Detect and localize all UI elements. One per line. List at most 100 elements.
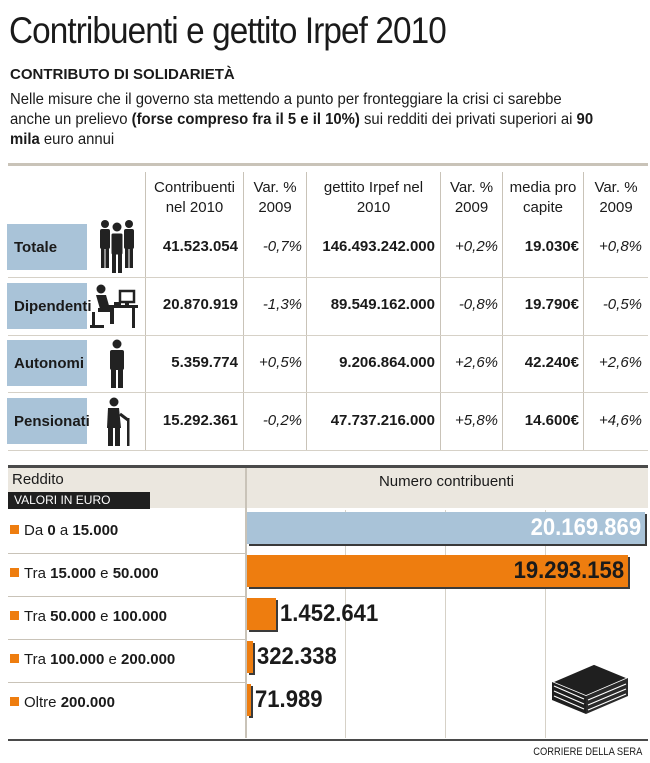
row-label-pensionati: Pensionati bbox=[7, 398, 90, 444]
category-separator bbox=[8, 682, 245, 683]
category-label-part: Oltre bbox=[24, 694, 61, 711]
bar-value-label: 19.293.158 bbox=[513, 557, 624, 584]
gridline bbox=[345, 510, 346, 738]
column-separator bbox=[306, 172, 307, 450]
legend-square bbox=[10, 525, 19, 534]
intro-bold1: (forse compreso fra il 5 e il 10%) bbox=[131, 111, 360, 128]
reddito-label: Reddito bbox=[12, 471, 64, 488]
cell-media: 19.030€ bbox=[524, 238, 579, 255]
credit: CORRIERE DELLA SERA bbox=[532, 746, 642, 758]
cell-gettito: 9.206.864.000 bbox=[339, 354, 435, 371]
group-people-icon bbox=[100, 220, 134, 273]
intro-bold2: 90 mila bbox=[10, 111, 594, 148]
cell-gettito: 47.737.216.000 bbox=[330, 412, 435, 429]
cell-contribuenti: 15.292.361 bbox=[162, 412, 238, 429]
cell-gettito: 89.549.162.000 bbox=[330, 296, 435, 313]
category-label-part: 200.000 bbox=[60, 694, 115, 711]
cell-gettito: 146.493.242.000 bbox=[322, 238, 435, 255]
cell-var1: -0,2% bbox=[262, 412, 302, 429]
legend-square bbox=[10, 568, 19, 577]
category-label-part: a bbox=[55, 522, 73, 539]
bottom-rule bbox=[8, 739, 648, 741]
header-var2: Var. % 2009 bbox=[449, 179, 494, 216]
header-gettito: gettito Irpef nel 2010 bbox=[323, 179, 424, 216]
valori-label: VALORI IN EURO bbox=[8, 492, 150, 509]
bar-value-label: 20.169.869 bbox=[530, 514, 641, 541]
category-label-part: 0 bbox=[47, 522, 56, 539]
cell-var3: +2,6% bbox=[599, 354, 642, 371]
header-contribuenti: Contribuenti nel 2010 bbox=[154, 179, 235, 216]
cell-contribuenti: 5.359.774 bbox=[171, 354, 238, 371]
category-separator bbox=[8, 553, 245, 554]
money-stack-icon bbox=[550, 663, 630, 715]
category-label: Tra 50.000 e 100.000 bbox=[10, 608, 167, 625]
cell-contribuenti: 41.523.054 bbox=[162, 238, 238, 255]
bar-section-rule bbox=[8, 465, 648, 468]
cell-var2: +5,8% bbox=[455, 412, 498, 429]
intro-part2: sui redditi dei privati superiori ai bbox=[359, 111, 577, 128]
cell-var3: +4,6% bbox=[599, 412, 642, 429]
intro-part3: euro annui bbox=[39, 131, 115, 148]
column-separator bbox=[440, 172, 441, 450]
category-label: Oltre 200.000 bbox=[10, 694, 115, 711]
cell-var3: -0,5% bbox=[602, 296, 642, 313]
category-label: Tra 100.000 e 200.000 bbox=[10, 651, 175, 668]
category-label-part: 50.000 bbox=[50, 608, 97, 625]
row-separator bbox=[8, 277, 648, 278]
legend-square bbox=[10, 611, 19, 620]
row-label-autonomi: Autonomi bbox=[7, 340, 87, 386]
intro-text: Nelle misure che il governo sta mettendo… bbox=[10, 90, 601, 150]
page-title: Contribuenti e gettito Irpef 2010 bbox=[9, 10, 447, 51]
numero-contribuenti-label: Numero contribuenti bbox=[378, 473, 515, 490]
category-label-part: Tra bbox=[24, 651, 51, 668]
category-label: Tra 15.000 e 50.000 bbox=[10, 565, 159, 582]
intro-part1: Nelle misure che il governo sta mettendo… bbox=[10, 91, 562, 128]
gridline bbox=[545, 510, 546, 738]
cell-var2: +2,6% bbox=[455, 354, 498, 371]
cell-media: 42.240€ bbox=[524, 354, 579, 371]
category-label-part: 15.000 bbox=[72, 522, 119, 539]
legend-square bbox=[10, 654, 19, 663]
category-separator bbox=[8, 596, 245, 597]
header-media: media pro capite bbox=[509, 179, 577, 216]
category-label-part: 100.000 bbox=[112, 608, 167, 625]
bar-value-label: 71.989 bbox=[255, 686, 323, 713]
category-label-part: Tra bbox=[24, 565, 51, 582]
column-separator bbox=[583, 172, 584, 450]
row-separator bbox=[8, 392, 648, 393]
numero-header-bg bbox=[245, 468, 648, 508]
standing-person-icon bbox=[110, 339, 124, 388]
cell-media: 19.790€ bbox=[524, 296, 579, 313]
cell-var3: +0,8% bbox=[599, 238, 642, 255]
top-rule bbox=[8, 163, 648, 166]
category-label-part: 50.000 bbox=[112, 565, 159, 582]
cell-var1: -0,7% bbox=[262, 238, 302, 255]
bar bbox=[247, 555, 628, 587]
category-label-part: Da bbox=[24, 522, 48, 539]
column-separator bbox=[145, 172, 146, 450]
bar bbox=[247, 684, 251, 716]
row-label-totale: Totale bbox=[7, 224, 87, 270]
subtitle: CONTRIBUTO DI SOLIDARIETÀ bbox=[10, 66, 235, 83]
category-label-part: 15.000 bbox=[50, 565, 97, 582]
category-separator bbox=[8, 639, 245, 640]
category-label-part: Tra bbox=[24, 608, 51, 625]
header-var1: Var. % 2009 bbox=[253, 179, 297, 216]
bar bbox=[247, 641, 253, 673]
category-label: Da 0 a 15.000 bbox=[10, 522, 118, 539]
row-separator bbox=[8, 450, 648, 451]
cell-contribuenti: 20.870.919 bbox=[162, 296, 238, 313]
cell-var2: -0,8% bbox=[458, 296, 498, 313]
column-separator bbox=[243, 172, 244, 450]
bar-value-label: 322.338 bbox=[257, 643, 337, 670]
bar-value-label: 1.452.641 bbox=[280, 600, 379, 627]
row-label-dipendenti: Dipendenti bbox=[7, 283, 92, 329]
bar bbox=[247, 512, 645, 544]
row-separator bbox=[8, 335, 648, 336]
cell-var2: +0,2% bbox=[455, 238, 498, 255]
category-axis bbox=[245, 468, 247, 738]
gridline bbox=[445, 510, 446, 738]
column-separator bbox=[502, 172, 503, 450]
cell-var1: +0,5% bbox=[259, 354, 302, 371]
category-label-part: e bbox=[96, 565, 113, 582]
